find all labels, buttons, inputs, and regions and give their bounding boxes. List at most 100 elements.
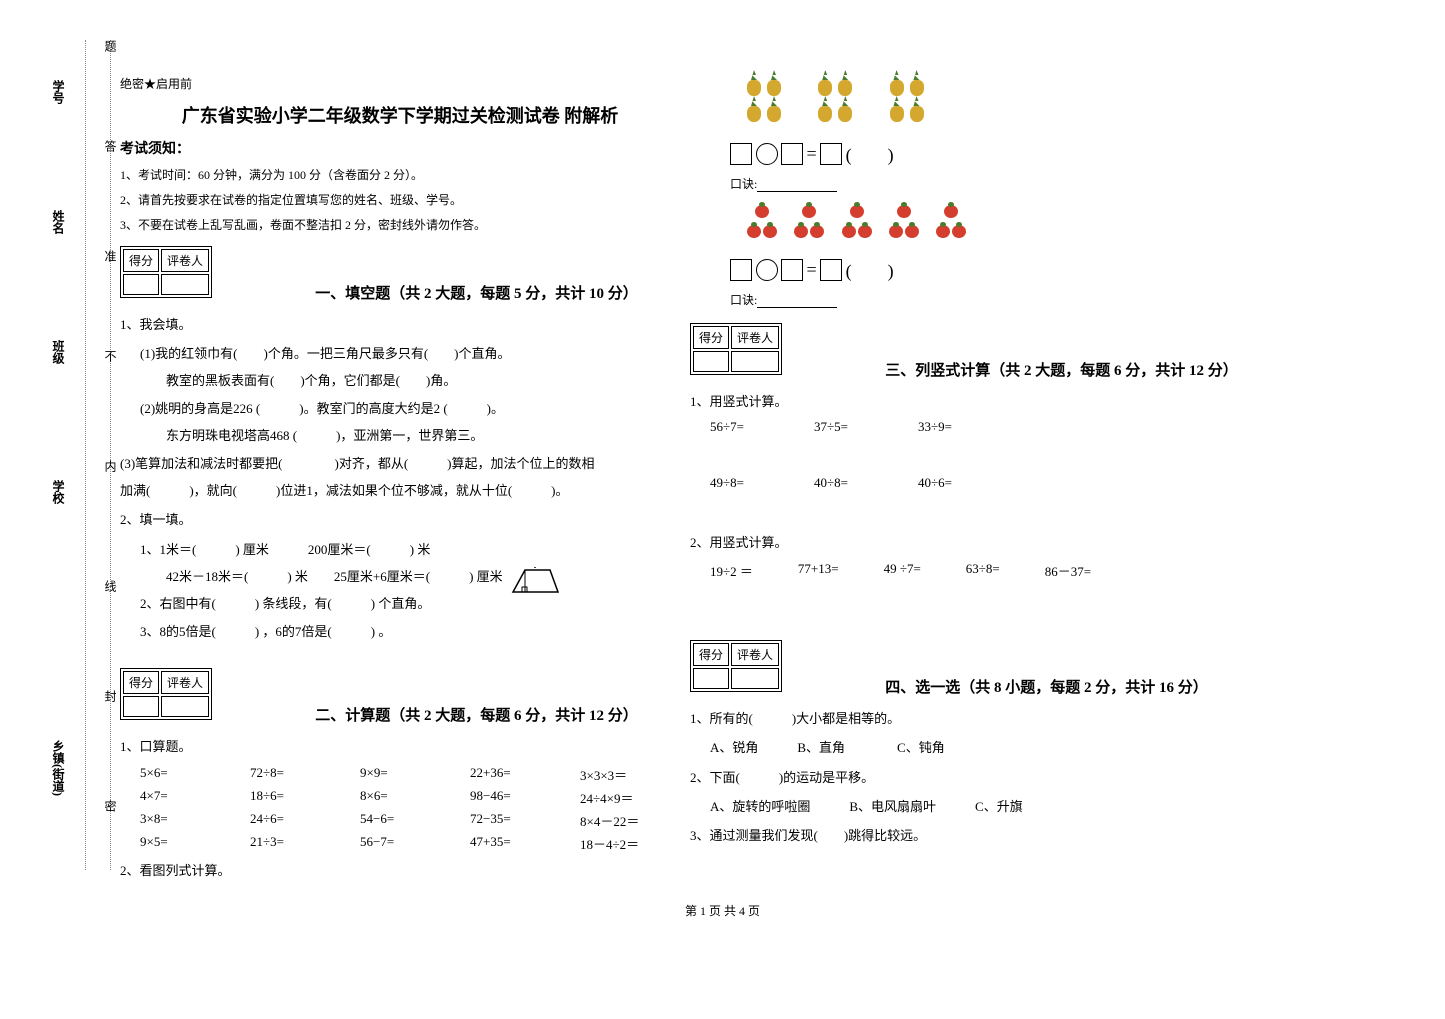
pineapple-icon: [765, 96, 783, 122]
tomato-icon: [754, 202, 770, 218]
fruit-group: [841, 202, 873, 242]
score-label: 得分: [123, 249, 159, 272]
right-column: = ( ) 口诀: = ( ) 口诀: [690, 70, 1330, 854]
calc-item: 5×6=: [140, 765, 220, 784]
score-box: 得分评卷人: [690, 323, 782, 375]
calc-item: 40÷8=: [814, 475, 848, 491]
section-3-title: 三、列竖式计算（共 2 大题，每题 6 分，共计 12 分）: [885, 363, 1238, 379]
calc-item: 77+13=: [798, 561, 839, 580]
calc-item: 3×3×3＝: [580, 765, 670, 784]
notice-line: 1、考试时间：60 分钟，满分为 100 分（含卷面分 2 分）。: [120, 166, 680, 185]
tomato-icon: [809, 222, 825, 238]
q1-line: (3)笔算加法和减法时都要把( )对齐，都从( )算起，加法个位上的数相: [120, 452, 680, 475]
pineapple-icon: [816, 96, 834, 122]
vert1-title: 1、用竖式计算。: [690, 390, 1330, 413]
section-4-title: 四、选一选（共 8 小题，每题 2 分，共计 16 分）: [885, 680, 1208, 696]
score-label: 得分: [693, 326, 729, 349]
fruit-group: [888, 202, 920, 242]
q2-line: 2、右图中有( ) 条线段，有( ) 个直角。: [140, 592, 680, 615]
calc-item: 18÷6=: [250, 788, 330, 807]
formula-1: = ( ): [730, 141, 1330, 167]
calc-row: 56÷7= 37÷5= 33÷9=: [710, 419, 1330, 435]
tomato-icon: [801, 202, 817, 218]
section-2-title: 二、计算题（共 2 大题，每题 6 分，共计 12 分）: [315, 708, 638, 724]
calc-item: 72−35=: [470, 811, 550, 830]
box-square: [730, 143, 752, 165]
choice-q2: 2、下面( )的运动是平移。: [690, 766, 1330, 789]
section-3-header: 得分评卷人 三、列竖式计算（共 2 大题，每题 6 分，共计 12 分）: [690, 323, 1330, 380]
calc-item: 9×9=: [360, 765, 440, 784]
exam-title: 广东省实验小学二年级数学下学期过关检测试卷 附解析: [120, 102, 680, 128]
pineapple-icon: [836, 96, 854, 122]
grader-label: 评卷人: [731, 326, 779, 349]
tomato-icon: [762, 222, 778, 238]
tomato-icon: [793, 222, 809, 238]
box-square: [781, 143, 803, 165]
binding-margin: 学号 姓名 班级 学校 乡镇(街道) 题 答 准 不 内 线 封 密: [20, 20, 100, 870]
notice-title: 考试须知：: [120, 138, 680, 158]
tomato-icon: [935, 222, 951, 238]
calc-item: 21÷3=: [250, 834, 330, 853]
q1-line: 教室的黑板表面有( )个角，它们都是( )角。: [140, 369, 680, 392]
tomato-icon: [951, 222, 967, 238]
calc-item: 54−6=: [360, 811, 440, 830]
calc-item: 24÷6=: [250, 811, 330, 830]
q2-line: 42米－18米＝( ) 米 25厘米+6厘米＝( ) 厘米: [140, 565, 680, 588]
tomato-groups: [740, 202, 1330, 242]
box-circle: [756, 143, 778, 165]
calc-row: 49÷8= 40÷8= 40÷6=: [710, 475, 1330, 491]
section-1-title: 一、填空题（共 2 大题，每题 5 分，共计 10 分）: [315, 286, 638, 302]
pineapple-icon: [888, 96, 906, 122]
calc-row: 3×8= 24÷6= 54−6= 72−35= 8×4－22＝: [140, 811, 680, 830]
score-box: 得分评卷人: [120, 246, 212, 298]
calc1-title: 1、口算题。: [120, 735, 680, 758]
tomato-icon: [888, 222, 904, 238]
calc-item: 40÷6=: [918, 475, 952, 491]
q1-line: (1)我的红领巾有( )个角。一把三角尺最多只有( )个直角。: [140, 342, 680, 365]
calc-item: 3×8=: [140, 811, 220, 830]
calc-item: 63÷8=: [966, 561, 1000, 580]
calc-item: 19÷2 ＝: [710, 561, 753, 580]
calc-item: 24÷4×9＝: [580, 788, 670, 807]
calc-item: 9×5=: [140, 834, 220, 853]
q1-line: 东方明珠电视塔高468 ( )，亚洲第一，世界第三。: [140, 424, 680, 447]
seal-char: 线: [102, 580, 119, 592]
fruit-group: [793, 202, 825, 242]
calc-item: 8×6=: [360, 788, 440, 807]
seal-char: 内: [102, 460, 119, 472]
calc-item: 4×7=: [140, 788, 220, 807]
pineapple-icon: [836, 70, 854, 96]
score-box: 得分评卷人: [690, 640, 782, 692]
dotted-line-2: [110, 40, 111, 870]
formula-2: = ( ): [730, 257, 1330, 283]
box-square: [820, 143, 842, 165]
calc-item: 18－4÷2＝: [580, 834, 670, 853]
q1-line: 加满( )，就向( )位进1，减法如果个位不够减，就从十位( )。: [120, 479, 680, 502]
grader-label: 评卷人: [161, 671, 209, 694]
left-column: 绝密★启用前 广东省实验小学二年级数学下学期过关检测试卷 附解析 考试须知： 1…: [120, 75, 680, 888]
box-square: [730, 259, 752, 281]
calc-item: 8×4－22＝: [580, 811, 670, 830]
calc-item: 56−7=: [360, 834, 440, 853]
pineapple-groups: [730, 70, 1330, 126]
box-square: [820, 259, 842, 281]
grader-label: 评卷人: [161, 249, 209, 272]
calc-item: 22+36=: [470, 765, 550, 784]
calc-item: 33÷9=: [918, 419, 952, 435]
calc-row: 19÷2 ＝ 77+13= 49 ÷7= 63÷8= 86－37=: [710, 561, 1330, 580]
label-school: 学校: [50, 480, 67, 504]
fruit-group: [888, 70, 926, 122]
calc-item: 47+35=: [470, 834, 550, 853]
calc-row: 9×5= 21÷3= 56−7= 47+35= 18－4÷2＝: [140, 834, 680, 853]
section-2-header: 得分评卷人 二、计算题（共 2 大题，每题 6 分，共计 12 分）: [120, 668, 680, 725]
seal-char: 准: [102, 250, 119, 262]
box-circle: [756, 259, 778, 281]
notice-line: 3、不要在试卷上乱写乱画，卷面不整洁扣 2 分，密封线外请勿作答。: [120, 216, 680, 235]
seal-char: 答: [102, 140, 119, 152]
vert2-title: 2、用竖式计算。: [690, 531, 1330, 554]
score-box: 得分评卷人: [120, 668, 212, 720]
section-1-header: 得分评卷人 一、填空题（共 2 大题，每题 5 分，共计 10 分）: [120, 246, 680, 303]
score-label: 得分: [693, 643, 729, 666]
confidential-header: 绝密★启用前: [120, 75, 680, 92]
pineapple-icon: [908, 70, 926, 96]
